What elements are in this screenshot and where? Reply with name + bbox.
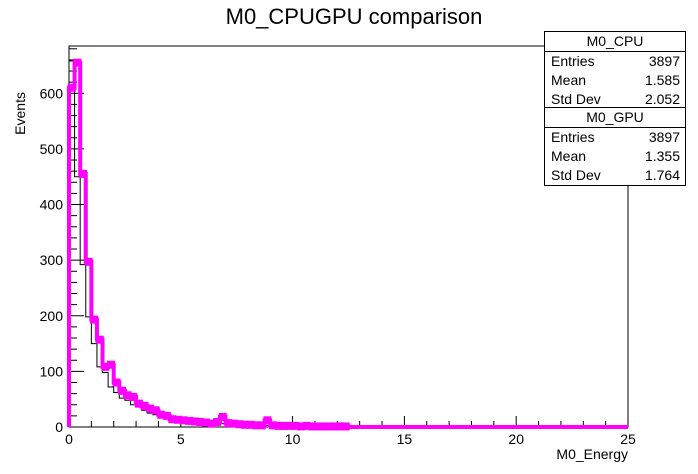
data-point-marker bbox=[313, 422, 322, 431]
data-point-marker bbox=[319, 422, 328, 431]
y-tick-label: 600 bbox=[40, 85, 64, 101]
stats-label: Entries bbox=[551, 53, 595, 69]
data-point-marker bbox=[201, 418, 210, 427]
data-point-marker bbox=[229, 419, 238, 428]
stats-label: Entries bbox=[551, 129, 595, 145]
x-tick-label: 10 bbox=[285, 431, 301, 447]
data-point-marker bbox=[330, 422, 339, 431]
x-tick-label: 20 bbox=[508, 431, 524, 447]
data-point-marker bbox=[101, 362, 110, 371]
data-point-marker bbox=[112, 378, 121, 387]
data-point-marker bbox=[213, 417, 222, 426]
data-point-marker bbox=[241, 420, 250, 429]
stats-value: 1.764 bbox=[644, 167, 680, 183]
data-point-marker bbox=[296, 422, 305, 431]
data-point-marker bbox=[179, 416, 188, 425]
stats-label: Mean bbox=[551, 72, 587, 88]
data-point-marker bbox=[324, 422, 333, 431]
stats-row-stddev: Std Dev 1.764 bbox=[545, 166, 685, 185]
stats-row-mean: Mean 1.585 bbox=[545, 71, 685, 90]
data-point-marker bbox=[168, 415, 177, 424]
data-point-marker bbox=[78, 169, 87, 178]
data-point-marker bbox=[291, 421, 300, 430]
data-point-marker bbox=[274, 421, 283, 430]
data-point-marker bbox=[263, 416, 272, 425]
y-tick-label: 200 bbox=[40, 308, 64, 324]
stats-label: Std Dev bbox=[551, 91, 601, 107]
data-point-marker bbox=[174, 415, 183, 424]
stats-row-entries: Entries 3897 bbox=[545, 52, 685, 71]
x-tick-label: 25 bbox=[620, 431, 636, 447]
stats-value: 1.585 bbox=[644, 72, 680, 88]
data-point-marker bbox=[162, 411, 171, 420]
data-point-marker bbox=[106, 360, 115, 369]
data-point-marker bbox=[118, 386, 127, 395]
y-tick-label: 500 bbox=[40, 141, 64, 157]
data-point-marker bbox=[207, 419, 216, 428]
data-point-marker bbox=[134, 399, 143, 408]
stats-row-mean: Mean 1.355 bbox=[545, 147, 685, 166]
data-point-marker bbox=[224, 419, 233, 428]
data-point-marker bbox=[95, 335, 104, 344]
stats-value: 1.355 bbox=[644, 148, 680, 164]
data-point-marker bbox=[90, 315, 99, 324]
data-point-marker bbox=[336, 422, 345, 431]
data-point-marker bbox=[269, 421, 278, 430]
data-point-marker bbox=[73, 58, 82, 67]
series-group bbox=[67, 58, 628, 431]
data-point-marker bbox=[302, 421, 311, 430]
stats-label: Std Dev bbox=[551, 167, 601, 183]
data-point-marker bbox=[280, 421, 289, 430]
data-point-marker bbox=[67, 83, 76, 92]
data-point-marker bbox=[246, 420, 255, 429]
data-point-marker bbox=[185, 416, 194, 425]
chart-title: M0_CPUGPU comparison bbox=[226, 4, 483, 29]
y-tick-label: 100 bbox=[40, 363, 64, 379]
stats-label: Mean bbox=[551, 148, 587, 164]
stats-box-gpu: M0_GPU Entries 3897 Mean 1.355 Std Dev 1… bbox=[544, 107, 686, 186]
data-point-marker bbox=[341, 422, 350, 431]
stats-value: 3897 bbox=[648, 129, 680, 145]
stats-box-cpu: M0_CPU Entries 3897 Mean 1.585 Std Dev 2… bbox=[544, 31, 686, 110]
x-tick-label: 5 bbox=[177, 431, 185, 447]
data-point-marker bbox=[252, 421, 261, 430]
data-point-marker bbox=[146, 404, 155, 413]
data-point-marker bbox=[151, 406, 160, 415]
x-tick-label: 15 bbox=[397, 431, 413, 447]
y-axis-label: Events bbox=[12, 92, 28, 135]
data-point-marker bbox=[308, 422, 317, 431]
data-point-marker bbox=[285, 421, 294, 430]
stats-box-title: M0_GPU bbox=[545, 108, 685, 128]
data-point-marker bbox=[235, 420, 244, 429]
stats-row-entries: Entries 3897 bbox=[545, 128, 685, 147]
y-tick-label: 300 bbox=[40, 252, 64, 268]
x-tick-label: 0 bbox=[65, 431, 73, 447]
data-point-marker bbox=[190, 417, 199, 426]
y-tick-label: 0 bbox=[55, 419, 63, 435]
data-point-marker bbox=[129, 392, 138, 401]
stats-value: 2.052 bbox=[644, 91, 680, 107]
data-point-marker bbox=[123, 391, 132, 400]
data-point-marker bbox=[196, 417, 205, 426]
stats-value: 3897 bbox=[648, 53, 680, 69]
stats-box-title: M0_CPU bbox=[545, 32, 685, 52]
data-point-marker bbox=[84, 257, 93, 266]
x-axis-label: M0_Energy bbox=[556, 446, 628, 462]
stats-row-stddev: Std Dev 2.052 bbox=[545, 90, 685, 109]
data-point-marker bbox=[157, 410, 166, 419]
data-point-marker bbox=[257, 421, 266, 430]
data-point-marker bbox=[218, 412, 227, 421]
data-point-marker bbox=[140, 401, 149, 410]
y-tick-label: 400 bbox=[40, 197, 64, 213]
